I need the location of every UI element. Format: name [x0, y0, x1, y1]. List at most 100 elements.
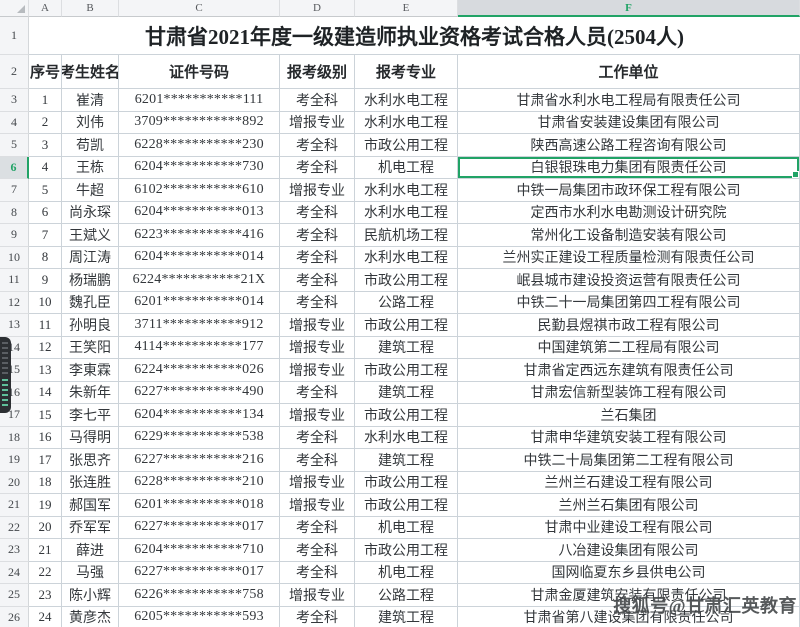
- header-seq[interactable]: 序号: [29, 55, 62, 89]
- row-number[interactable]: 20: [0, 471, 29, 494]
- row-number[interactable]: 4: [0, 111, 29, 134]
- cell-employer[interactable]: 白银银珠电力集团有限责任公司: [458, 156, 800, 179]
- row-number[interactable]: 21: [0, 494, 29, 517]
- cell-employer[interactable]: 兰州兰石集团有限公司: [458, 494, 800, 517]
- cell-employer[interactable]: 甘肃宏信新型装饰工程有限公司: [458, 381, 800, 404]
- row-number[interactable]: 26: [0, 606, 29, 627]
- cell-exam-level[interactable]: 增报专业: [280, 494, 355, 517]
- cell-exam-level[interactable]: 增报专业: [280, 111, 355, 134]
- cell-name[interactable]: 杨瑞鹏: [62, 269, 119, 292]
- cell-id-number[interactable]: 6204***********134: [119, 404, 280, 427]
- column-header-a[interactable]: A: [29, 0, 62, 17]
- cell-employer[interactable]: 兰州实正建设工程质量检测有限责任公司: [458, 246, 800, 269]
- column-header-e[interactable]: E: [355, 0, 458, 17]
- cell-id-number[interactable]: 6228***********230: [119, 134, 280, 157]
- cell-employer[interactable]: 中国建筑第二工程局有限公司: [458, 336, 800, 359]
- cell-exam-level[interactable]: 增报专业: [280, 336, 355, 359]
- cell-employer[interactable]: 甘肃省安装建设集团有限公司: [458, 111, 800, 134]
- row-number[interactable]: 22: [0, 516, 29, 539]
- cell-id-number[interactable]: 6224***********21X: [119, 269, 280, 292]
- cell-name[interactable]: 刘伟: [62, 111, 119, 134]
- cell-id-number[interactable]: 6227***********216: [119, 449, 280, 472]
- row-number[interactable]: 10: [0, 246, 29, 269]
- cell-employer[interactable]: 甘肃中业建设工程有限公司: [458, 516, 800, 539]
- cell-exam-level[interactable]: 增报专业: [280, 584, 355, 607]
- cell-seq[interactable]: 1: [29, 89, 62, 112]
- cell-employer[interactable]: 陕西高速公路工程咨询有限公司: [458, 134, 800, 157]
- cell-name[interactable]: 周江涛: [62, 246, 119, 269]
- row-number[interactable]: 1: [0, 17, 29, 55]
- cell-seq[interactable]: 11: [29, 314, 62, 337]
- cell-exam-level[interactable]: 增报专业: [280, 314, 355, 337]
- cell-seq[interactable]: 7: [29, 224, 62, 247]
- cell-employer[interactable]: 八冶建设集团有限公司: [458, 539, 800, 562]
- cell-major[interactable]: 市政公用工程: [355, 359, 458, 382]
- cell-seq[interactable]: 8: [29, 246, 62, 269]
- cell-major[interactable]: 市政公用工程: [355, 314, 458, 337]
- cell-seq[interactable]: 2: [29, 111, 62, 134]
- cell-id-number[interactable]: 6226***********758: [119, 584, 280, 607]
- cell-id-number[interactable]: 6102***********610: [119, 179, 280, 202]
- cell-exam-level[interactable]: 考全科: [280, 539, 355, 562]
- cell-employer[interactable]: 兰石集团: [458, 404, 800, 427]
- cell-seq[interactable]: 22: [29, 561, 62, 584]
- cell-exam-level[interactable]: 考全科: [280, 134, 355, 157]
- cell-exam-level[interactable]: 考全科: [280, 201, 355, 224]
- cell-exam-level[interactable]: 增报专业: [280, 404, 355, 427]
- cell-exam-level[interactable]: 增报专业: [280, 359, 355, 382]
- cell-name[interactable]: 张思齐: [62, 449, 119, 472]
- row-number[interactable]: 23: [0, 539, 29, 562]
- cell-id-number[interactable]: 6201***********018: [119, 494, 280, 517]
- cell-seq[interactable]: 13: [29, 359, 62, 382]
- cell-exam-level[interactable]: 考全科: [280, 291, 355, 314]
- cell-exam-level[interactable]: 考全科: [280, 426, 355, 449]
- header-name[interactable]: 考生姓名: [62, 55, 119, 89]
- cell-id-number[interactable]: 6204***********014: [119, 246, 280, 269]
- cell-major[interactable]: 市政公用工程: [355, 269, 458, 292]
- row-number[interactable]: 13: [0, 314, 29, 337]
- cell-id-number[interactable]: 6223***********416: [119, 224, 280, 247]
- cell-exam-level[interactable]: 考全科: [280, 224, 355, 247]
- cell-seq[interactable]: 23: [29, 584, 62, 607]
- header-employer[interactable]: 工作单位: [458, 55, 800, 89]
- column-header-d[interactable]: D: [280, 0, 355, 17]
- cell-major[interactable]: 建筑工程: [355, 449, 458, 472]
- cell-name[interactable]: 马得明: [62, 426, 119, 449]
- cell-seq[interactable]: 5: [29, 179, 62, 202]
- cell-name[interactable]: 王栋: [62, 156, 119, 179]
- cell-exam-level[interactable]: 考全科: [280, 89, 355, 112]
- cell-seq[interactable]: 24: [29, 606, 62, 627]
- cell-employer[interactable]: 中铁一局集团市政环保工程有限公司: [458, 179, 800, 202]
- row-number[interactable]: 24: [0, 561, 29, 584]
- cell-id-number[interactable]: 3711***********912: [119, 314, 280, 337]
- cell-exam-level[interactable]: 增报专业: [280, 179, 355, 202]
- row-number[interactable]: 18: [0, 426, 29, 449]
- cell-employer[interactable]: 甘肃申华建筑安装工程有限公司: [458, 426, 800, 449]
- row-number[interactable]: 8: [0, 201, 29, 224]
- cell-seq[interactable]: 16: [29, 426, 62, 449]
- cell-name[interactable]: 乔军军: [62, 516, 119, 539]
- cell-name[interactable]: 朱新年: [62, 381, 119, 404]
- cell-exam-level[interactable]: 考全科: [280, 246, 355, 269]
- cell-major[interactable]: 市政公用工程: [355, 539, 458, 562]
- row-number[interactable]: 3: [0, 89, 29, 112]
- cell-exam-level[interactable]: 增报专业: [280, 471, 355, 494]
- cell-name[interactable]: 李東霖: [62, 359, 119, 382]
- cell-employer[interactable]: 国网临夏东乡县供电公司: [458, 561, 800, 584]
- cell-id-number[interactable]: 6205***********593: [119, 606, 280, 627]
- cell-id-number[interactable]: 6229***********538: [119, 426, 280, 449]
- row-number[interactable]: 11: [0, 269, 29, 292]
- cell-major[interactable]: 公路工程: [355, 584, 458, 607]
- cell-major[interactable]: 水利水电工程: [355, 426, 458, 449]
- cell-name[interactable]: 崔清: [62, 89, 119, 112]
- cell-seq[interactable]: 14: [29, 381, 62, 404]
- cell-name[interactable]: 魏孔臣: [62, 291, 119, 314]
- cell-id-number[interactable]: 6204***********710: [119, 539, 280, 562]
- cell-id-number[interactable]: 6224***********026: [119, 359, 280, 382]
- cell-seq[interactable]: 21: [29, 539, 62, 562]
- cell-seq[interactable]: 4: [29, 156, 62, 179]
- sheet-title[interactable]: 甘肃省2021年度一级建造师执业资格考试合格人员(2504人): [29, 17, 800, 55]
- cell-major[interactable]: 水利水电工程: [355, 89, 458, 112]
- cell-seq[interactable]: 10: [29, 291, 62, 314]
- cell-seq[interactable]: 9: [29, 269, 62, 292]
